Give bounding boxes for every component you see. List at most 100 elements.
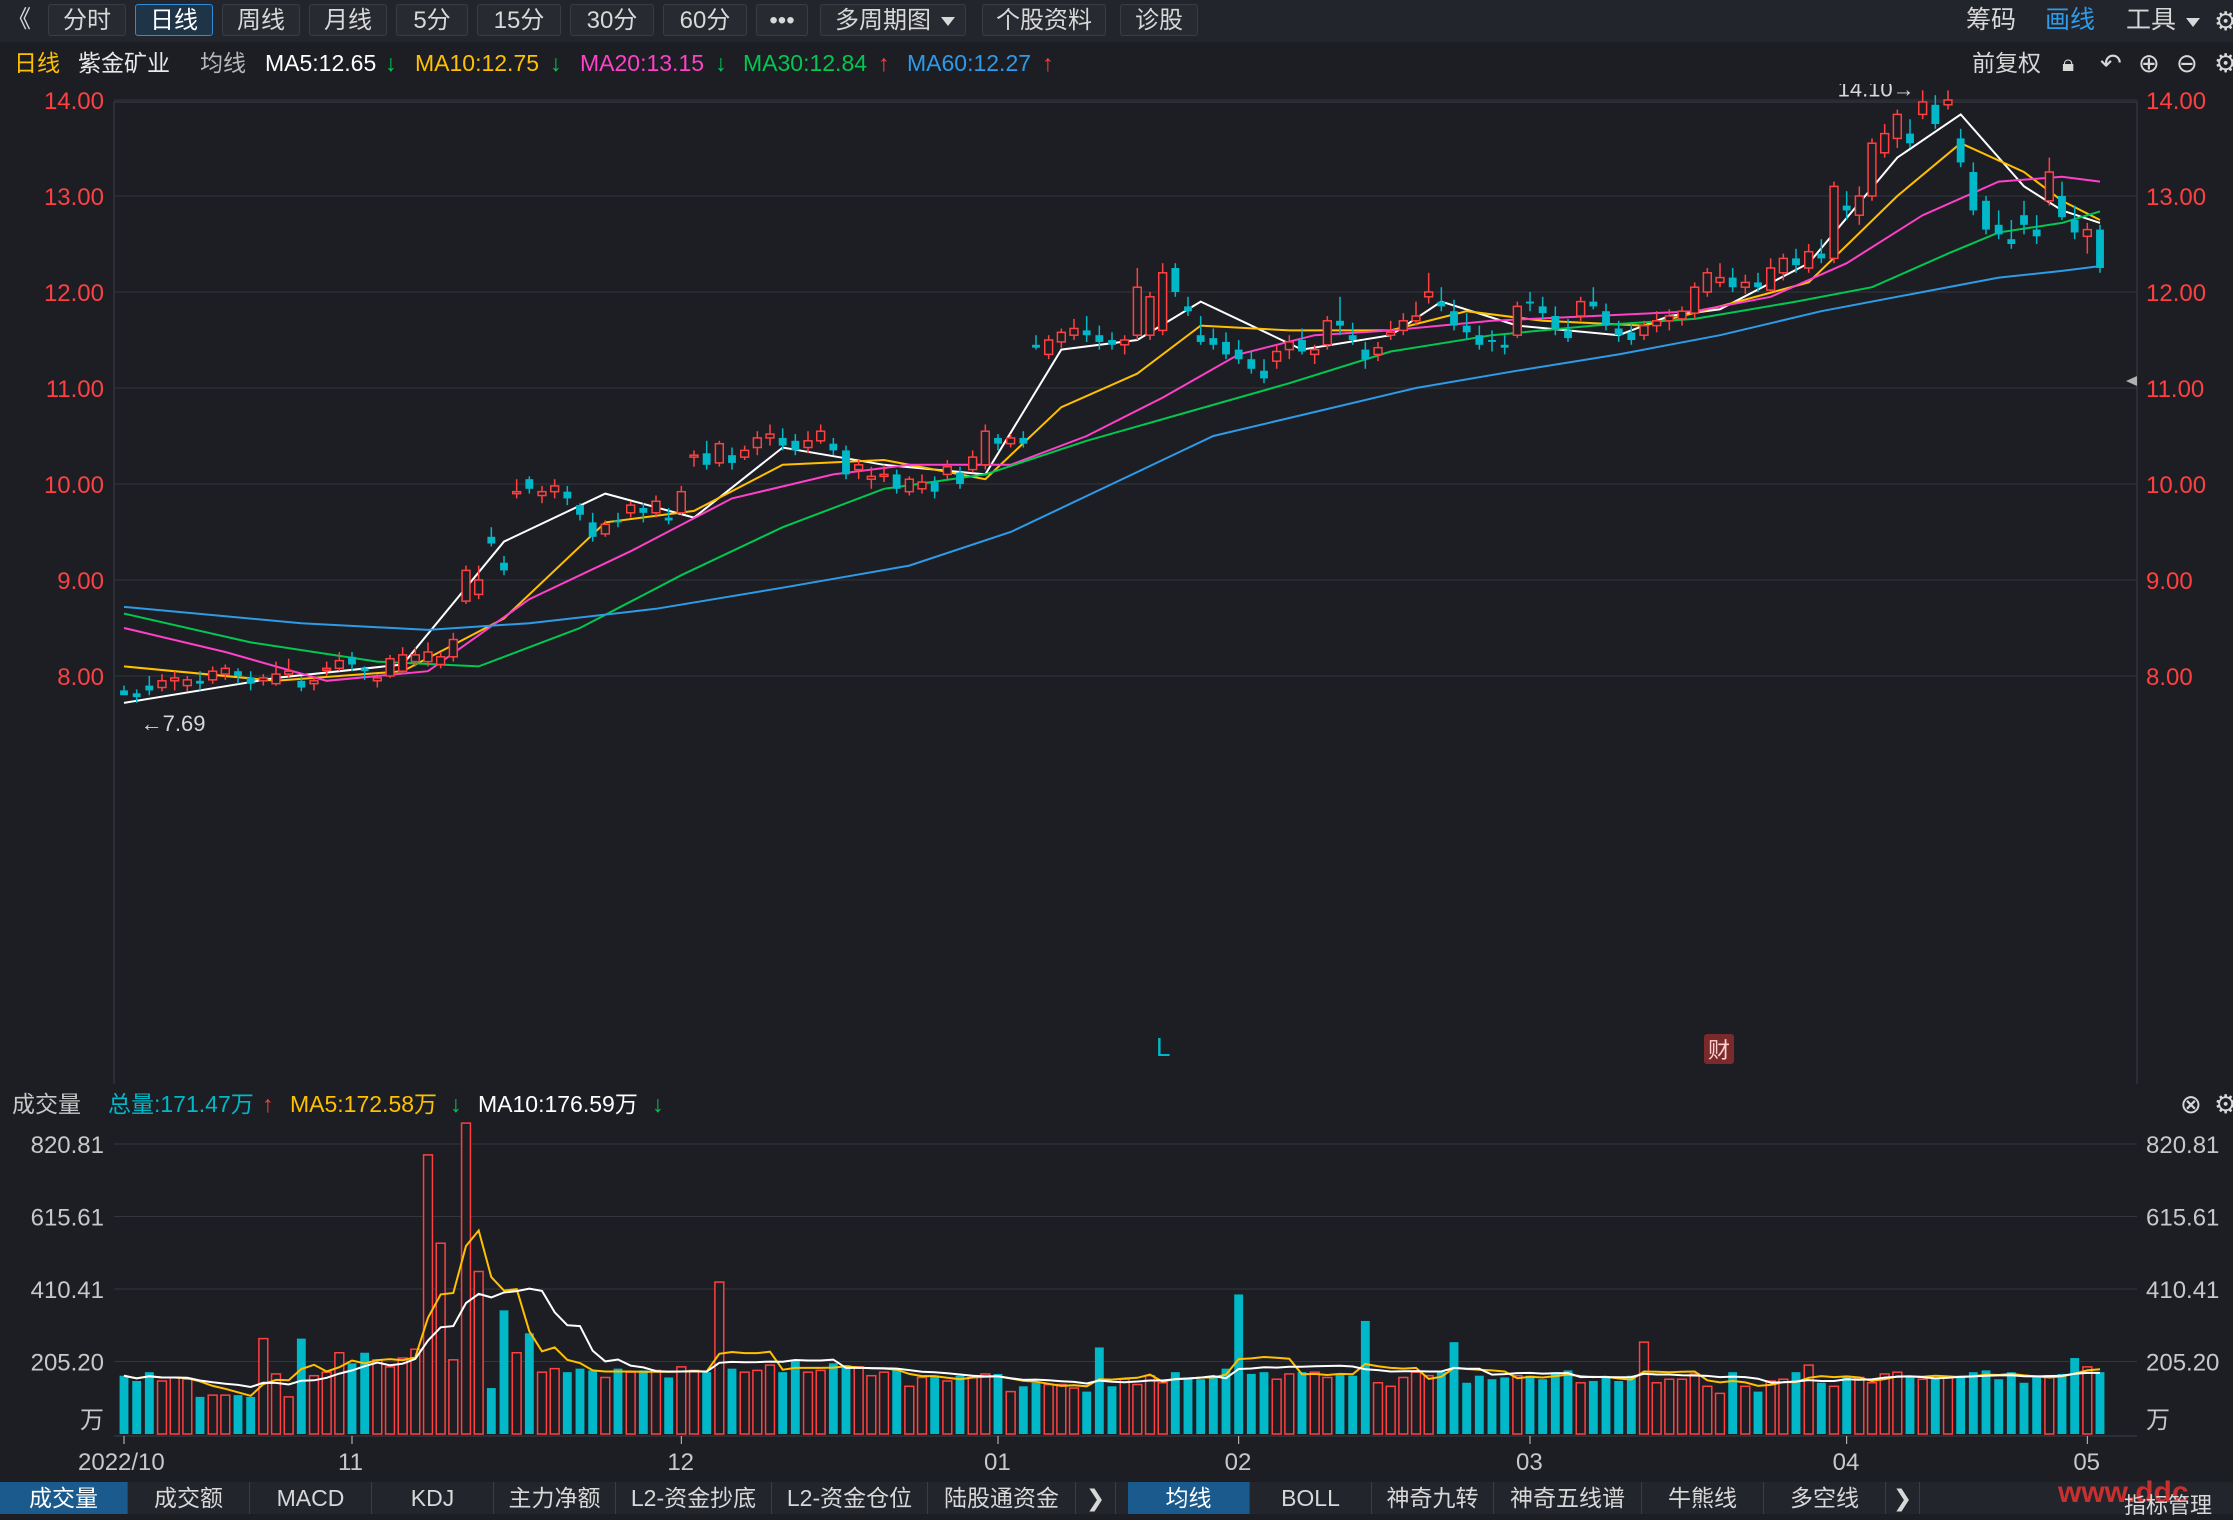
candle-body (917, 481, 927, 490)
back-button[interactable]: 《 (7, 6, 31, 33)
period-tab-60min[interactable]: 60分 (663, 4, 747, 36)
tab-kdj[interactable]: KDJ (372, 1482, 494, 1514)
candle-body (815, 430, 826, 442)
tab-boll[interactable]: BOLL (1250, 1482, 1372, 1514)
period-tab-monthly[interactable]: 月线 (309, 4, 387, 36)
tools-button[interactable]: 工具 (2126, 6, 2177, 34)
volume-bar (182, 1378, 193, 1435)
volume-tick-left: 820.81 (31, 1132, 104, 1159)
candle-body (549, 485, 560, 493)
candle (853, 460, 864, 480)
volume-settings-icon[interactable]: ⚙ (2214, 1089, 2233, 1119)
candle (1829, 181, 1839, 264)
candle (145, 676, 154, 696)
chevron-right-icon[interactable]: ❯ (1886, 1482, 1920, 1514)
candle (321, 661, 332, 676)
volume-ma10: MA10:176.59万 (478, 1091, 638, 1117)
period-tab-30min[interactable]: 30分 (570, 4, 654, 36)
candle (892, 469, 901, 494)
undo-icon[interactable]: ↶ (2100, 48, 2122, 78)
chips-button[interactable]: 筹码 (1966, 6, 2017, 34)
candle (1271, 344, 1282, 369)
indicator-manage-button[interactable]: 指标管理 (2124, 1493, 2213, 1518)
stock-info-button[interactable]: 个股资料 (982, 4, 1106, 36)
tab-bull-bear[interactable]: 牛熊线 (1642, 1482, 1764, 1514)
volume-bar (1828, 1385, 1840, 1435)
candle (410, 647, 421, 667)
tab-ma[interactable]: 均线 (1128, 1482, 1250, 1514)
chevron-right-icon[interactable]: ❯ (1076, 1482, 1116, 1514)
tab-macd[interactable]: MACD (250, 1482, 372, 1514)
volume-bar (1335, 1373, 1345, 1434)
candle-body (537, 490, 547, 497)
volume-bar (1525, 1375, 1535, 1434)
candle-body (625, 504, 636, 514)
candle-body (980, 430, 991, 466)
candle (1500, 335, 1509, 355)
tab-l2-bottom[interactable]: L2-资金抄底 (616, 1482, 772, 1514)
candle (1336, 296, 1344, 336)
volume-bar (473, 1270, 484, 1435)
volume-bar (575, 1368, 585, 1434)
ma-label[interactable]: 均线 (200, 50, 246, 76)
period-tab-15min[interactable]: 15分 (477, 4, 561, 36)
candle (1564, 318, 1572, 342)
volume-bar (246, 1396, 256, 1434)
volume-bar (334, 1351, 345, 1435)
tab-volume[interactable]: 成交量 (0, 1482, 128, 1514)
volume-bar (258, 1337, 269, 1435)
volume-chart[interactable]: 820.81 820.81 615.61 615.61 410.41 410.41 205.… (0, 1118, 2233, 1482)
period-tab-5min[interactable]: 5分 (396, 4, 468, 36)
volume-bar (1221, 1368, 1231, 1434)
candle (829, 437, 838, 456)
tab-five-lines[interactable]: 神奇五线谱 (1494, 1482, 1642, 1514)
tab-td9[interactable]: 神奇九转 (1372, 1482, 1494, 1514)
candle (1132, 268, 1143, 340)
candle-body (2020, 215, 2028, 225)
candle-body (1602, 311, 1610, 326)
multi-period-dropdown[interactable]: 多周期图 (820, 4, 966, 36)
close-volume-icon[interactable]: ⊗ (2180, 1089, 2202, 1119)
period-tab-daily[interactable]: 日线 (135, 4, 213, 36)
candle-body (942, 465, 953, 476)
tab-northbound[interactable]: 陆股通资金 (928, 1482, 1076, 1514)
lock-icon[interactable]: 🔒︎ (2062, 50, 2075, 76)
volume-bar (1018, 1386, 1028, 1434)
volume-bar (1538, 1379, 1548, 1434)
tab-l2-position[interactable]: L2-资金仓位 (772, 1482, 928, 1514)
candle-body (1715, 276, 1725, 284)
settings-icon[interactable]: ⚙ (2214, 6, 2233, 36)
price-tick-left: 12.00 (44, 280, 104, 307)
price-chart[interactable]: 14.00 13.00 12.00 11.00 10.00 9.00 8.00 14.00 1… (0, 84, 2233, 1084)
volume-bar (562, 1372, 572, 1434)
tab-main-net[interactable]: 主力净额 (494, 1482, 616, 1514)
draw-line-button[interactable]: 画线 (2045, 6, 2096, 34)
candle (1069, 318, 1079, 340)
candle (2082, 222, 2093, 254)
volume-bar (486, 1388, 496, 1434)
price-tick-right: 14.00 (2146, 88, 2206, 115)
candle-body (511, 490, 522, 495)
zoom-in-icon[interactable]: ⊕ (2138, 48, 2160, 78)
period-tab-weekly[interactable]: 周线 (222, 4, 300, 36)
ma30-arrow-up-icon: ↑ (878, 50, 890, 76)
ma60-value: MA60:12.27 (907, 50, 1032, 76)
candle-body (258, 677, 269, 682)
candle-body (1082, 330, 1091, 336)
tab-turnover[interactable]: 成交额 (128, 1482, 250, 1514)
ma-line-ma10 (123, 142, 2101, 682)
adjust-mode[interactable]: 前复权 (1972, 50, 2041, 76)
period-tab-fenshi[interactable]: 分时 (48, 4, 126, 36)
tab-long-short[interactable]: 多空线 (1764, 1482, 1886, 1514)
x-tick-label: 11 (338, 1449, 363, 1476)
zoom-out-icon[interactable]: ⊖ (2176, 48, 2198, 78)
more-settings-icon[interactable]: ⚙ (2214, 48, 2233, 78)
diagnose-button[interactable]: 诊股 (1120, 4, 1198, 36)
candle-body (372, 677, 383, 682)
more-periods-button[interactable]: ••• (756, 4, 808, 36)
volume-bar (308, 1374, 320, 1435)
candle (423, 642, 433, 667)
candle (1157, 263, 1168, 336)
price-tick-right: 12.00 (2146, 280, 2206, 307)
candle-body (1196, 335, 1205, 342)
